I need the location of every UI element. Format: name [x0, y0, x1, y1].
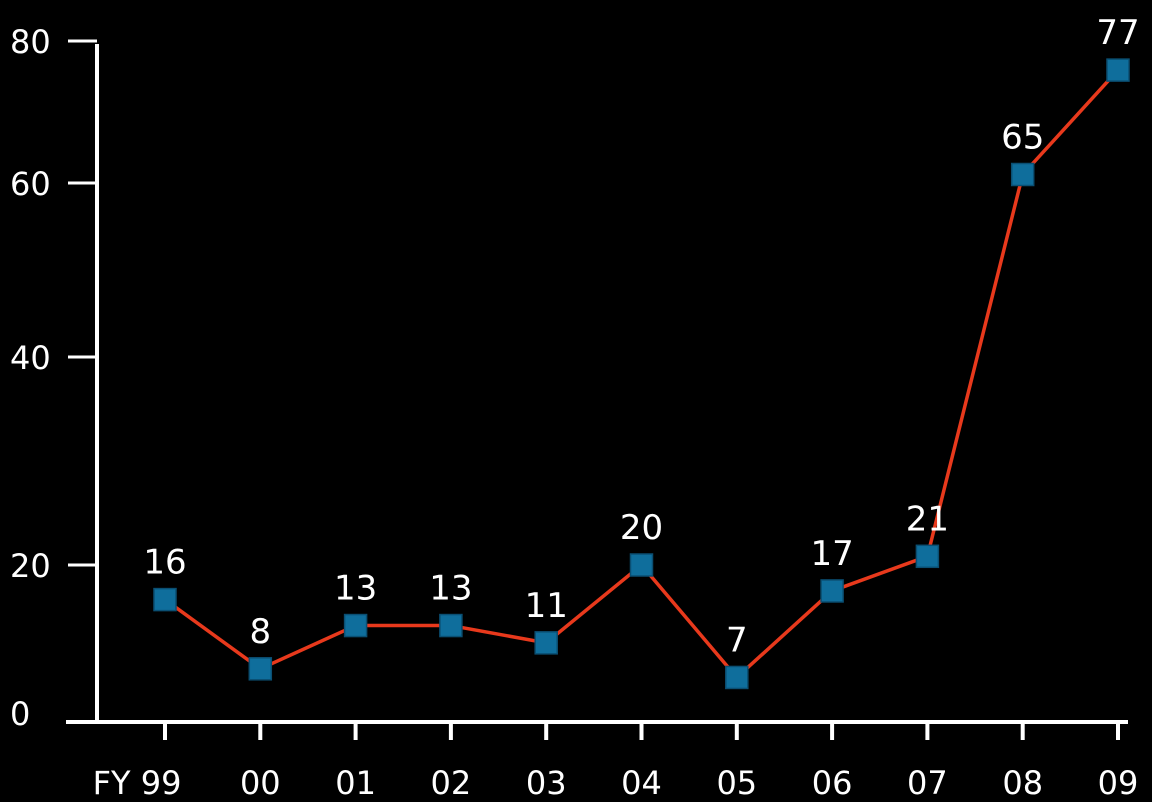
data-label: 11: [525, 586, 568, 626]
data-labels: 16 8 13 13 11 20 7 17 21 65 77: [143, 13, 1139, 660]
x-tick-label: 08: [1002, 764, 1043, 802]
axes: [66, 44, 1128, 724]
data-label: 16: [143, 543, 186, 583]
x-tick-label: 02: [431, 764, 472, 802]
x-tick-label: 09: [1098, 764, 1139, 802]
data-point-marker: [629, 553, 654, 577]
data-label: 13: [334, 569, 377, 609]
data-point-marker: [153, 587, 177, 612]
x-tick-label: 01: [335, 764, 376, 802]
data-point-marker: [725, 665, 749, 690]
y-tick-label: 80: [10, 23, 51, 61]
x-tick-label: 04: [621, 764, 662, 802]
data-point-marker: [915, 544, 940, 569]
data-point-marker: [820, 579, 844, 603]
data-label: 13: [429, 569, 472, 609]
x-tick-label: 00: [240, 764, 281, 802]
series-line: [163, 68, 1120, 680]
data-point-marker: [1106, 58, 1130, 82]
data-point-marker: [343, 613, 368, 638]
x-tick-label: 05: [716, 764, 757, 802]
x-tick-label: 07: [907, 764, 948, 802]
data-point-marker: [439, 613, 463, 638]
x-tick-label: 03: [526, 764, 567, 802]
data-label: 65: [1001, 118, 1044, 158]
x-tick-label: 06: [812, 764, 853, 802]
data-label: 21: [906, 499, 949, 539]
y-tick-label: 20: [10, 547, 51, 585]
data-label: 77: [1096, 13, 1139, 53]
data-label: 7: [726, 620, 748, 660]
data-label: 17: [810, 534, 853, 574]
y-tick-label: 40: [10, 339, 51, 377]
y-axis-ticks: 0 20 40 60 80: [10, 23, 97, 733]
data-point-marker: [534, 631, 558, 655]
data-label: 8: [249, 612, 271, 652]
x-axis-ticks: FY 99 00 01 02 03 04 05 06 07 08 09: [93, 722, 1139, 802]
y-tick-label: 0: [10, 695, 30, 733]
data-label: 20: [620, 508, 663, 548]
y-tick-label: 60: [10, 165, 51, 203]
data-point-marker: [1010, 162, 1035, 187]
data-point-marker: [248, 657, 273, 681]
series-line-group: [163, 68, 1120, 680]
series-markers: [153, 58, 1130, 690]
x-tick-label: FY 99: [93, 764, 182, 802]
